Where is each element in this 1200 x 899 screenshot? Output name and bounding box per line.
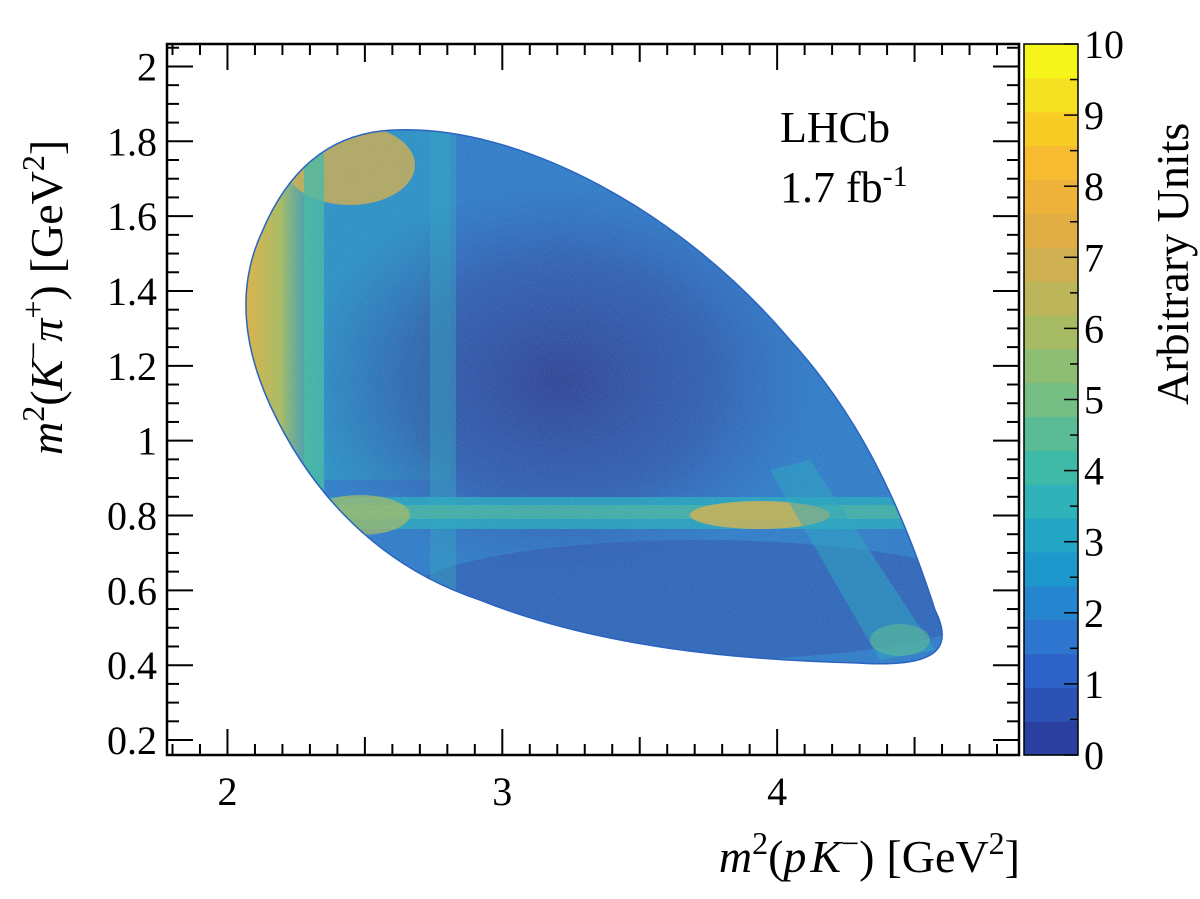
colorbar-segment (1024, 77, 1078, 113)
y-axis-title: m2(K−π+)[GeV2] (15, 140, 72, 455)
x-tick-label: 4 (767, 769, 787, 814)
colorbar-ticks: 0 1 2 3 4 5 6 7 8 9 10 (1064, 22, 1124, 778)
colorbar-segment (1024, 179, 1078, 214)
colorbar-segment (1024, 721, 1078, 756)
colorbar-segment (1024, 145, 1078, 181)
colorbar-tick-label: 6 (1084, 306, 1104, 351)
colorbar-segment (1024, 585, 1078, 621)
colorbar-segment (1024, 551, 1078, 587)
colorbar-tick-label: 3 (1084, 520, 1104, 565)
colorbar-tick-label: 8 (1084, 164, 1104, 209)
y-tick-label: 1.4 (107, 269, 157, 314)
colorbar-tick-label: 7 (1084, 235, 1104, 280)
colorbar-tick-label: 4 (1084, 449, 1104, 494)
colorbar-segment (1024, 687, 1078, 722)
colorbar-segment (1024, 213, 1078, 248)
x-axis: 2 3 4 (171, 44, 999, 814)
y-tick-label: 1.8 (107, 119, 157, 164)
colorbar-tick-label: 10 (1084, 22, 1124, 67)
y-tick-label: 1.6 (107, 194, 157, 239)
colorbar-segment (1024, 416, 1078, 451)
colorbar-segment (1024, 44, 1078, 79)
colorbar-tick-label: 9 (1084, 93, 1104, 138)
colorbar-segment (1024, 619, 1078, 655)
luminosity-superscript: -1 (883, 160, 908, 193)
x-tick-label: 2 (217, 769, 237, 814)
y-tick-label: 2 (137, 44, 157, 89)
y-tick-label: 0.2 (107, 718, 157, 763)
colorbar-title: Arbitrary Units (1147, 123, 1198, 405)
x-tick-label: 3 (492, 769, 512, 814)
experiment-label: LHCb (780, 103, 890, 152)
colorbar-segment (1024, 653, 1078, 688)
plot-frame (165, 42, 1021, 757)
heatmap-region (245, 129, 943, 664)
colorbar-tick-label: 0 (1084, 733, 1104, 778)
y-tick-label: 1 (137, 419, 157, 464)
colorbar-segment (1024, 518, 1078, 553)
colorbar-segment (1024, 111, 1078, 147)
y-tick-label: 0.6 (107, 568, 157, 613)
luminosity-label: 1.7 fb-1 (780, 160, 908, 212)
x-axis-title: m2(pK−) [GeV2] (719, 825, 1020, 882)
colorbar-tick-label: 1 (1084, 662, 1104, 707)
colorbar-tick-label: 2 (1084, 591, 1104, 636)
y-tick-label: 0.4 (107, 643, 157, 688)
y-tick-label: 0.8 (107, 494, 157, 539)
y-axis: 0.2 0.4 0.6 0.8 1 1.2 1.4 1.6 1.8 2 (107, 44, 1019, 763)
colorbar-segment (1024, 484, 1078, 519)
luminosity-value: 1.7 fb (780, 163, 883, 212)
colorbar-segment (1024, 247, 1078, 282)
colorbar-segment (1024, 348, 1078, 384)
colorbar (1024, 44, 1078, 756)
phase-space-boundary (245, 129, 943, 665)
colorbar-segment (1024, 281, 1078, 316)
colorbar-tick-label: 5 (1084, 378, 1104, 423)
colorbar-segment (1024, 314, 1078, 350)
colorbar-segment (1024, 450, 1078, 485)
y-tick-label: 1.2 (107, 344, 157, 389)
